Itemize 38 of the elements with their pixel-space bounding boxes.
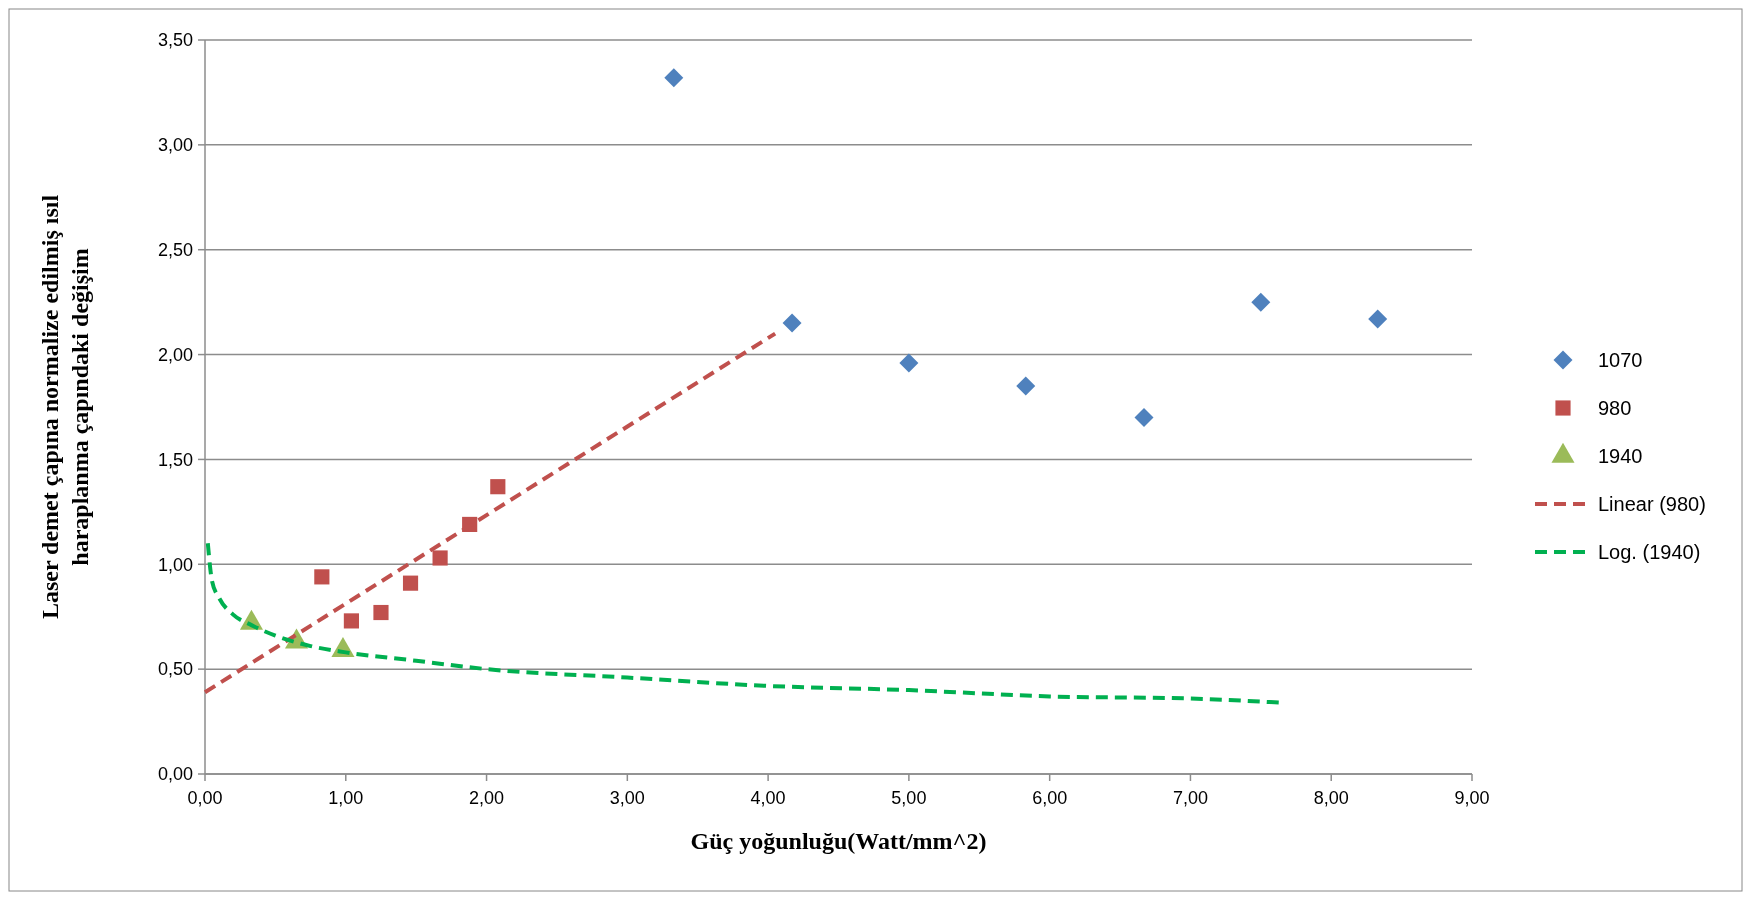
x-tick-label: 9,00 — [1454, 788, 1490, 808]
y-tick-label: 2,00 — [157, 344, 193, 365]
legend-label: 1940 — [1598, 445, 1643, 467]
point — [402, 575, 419, 591]
point — [1251, 292, 1271, 312]
y-tick-label: 1,50 — [157, 449, 193, 470]
legend-label: 980 — [1598, 397, 1632, 419]
point — [664, 68, 684, 88]
legend-label: Log. (1940) — [1598, 541, 1701, 563]
point — [899, 353, 919, 373]
y-tick-label: 3,50 — [157, 30, 193, 51]
x-tick-label: 4,00 — [750, 788, 786, 808]
point — [343, 613, 359, 629]
point — [782, 313, 802, 333]
point — [490, 479, 506, 495]
point — [1368, 309, 1388, 329]
point — [373, 604, 389, 621]
x-tick-label: 2,00 — [469, 788, 505, 808]
point — [1016, 376, 1036, 396]
y-tick-label: 0,50 — [157, 659, 193, 680]
x-tick-label: 0,00 — [187, 788, 223, 808]
x-tick-label: 7,00 — [1172, 788, 1208, 808]
point — [1134, 407, 1154, 427]
y-tick-label: 2,50 — [157, 240, 193, 261]
x-tick-label: 3,00 — [609, 788, 645, 808]
point — [432, 550, 448, 566]
x-tick-label: 8,00 — [1313, 788, 1349, 808]
point — [314, 569, 330, 585]
y-tick-label: 3,00 — [157, 135, 193, 156]
y-tick-label: 0,00 — [157, 764, 193, 785]
legend-label: 1070 — [1598, 349, 1643, 371]
legend-label: Linear (980) — [1598, 493, 1706, 515]
x-tick-label: 1,00 — [328, 788, 364, 808]
y-tick-label: 1,00 — [157, 554, 193, 575]
x-axis-title: Güç yoğunluğu(Watt/mm^2) — [690, 828, 987, 854]
x-tick-label: 6,00 — [1032, 788, 1068, 808]
y-axis-title: Laser demet çapına normalize edilmiş ısıl haraplanma çapındaki değişim — [37, 194, 93, 620]
x-tick-label: 5,00 — [891, 788, 927, 808]
